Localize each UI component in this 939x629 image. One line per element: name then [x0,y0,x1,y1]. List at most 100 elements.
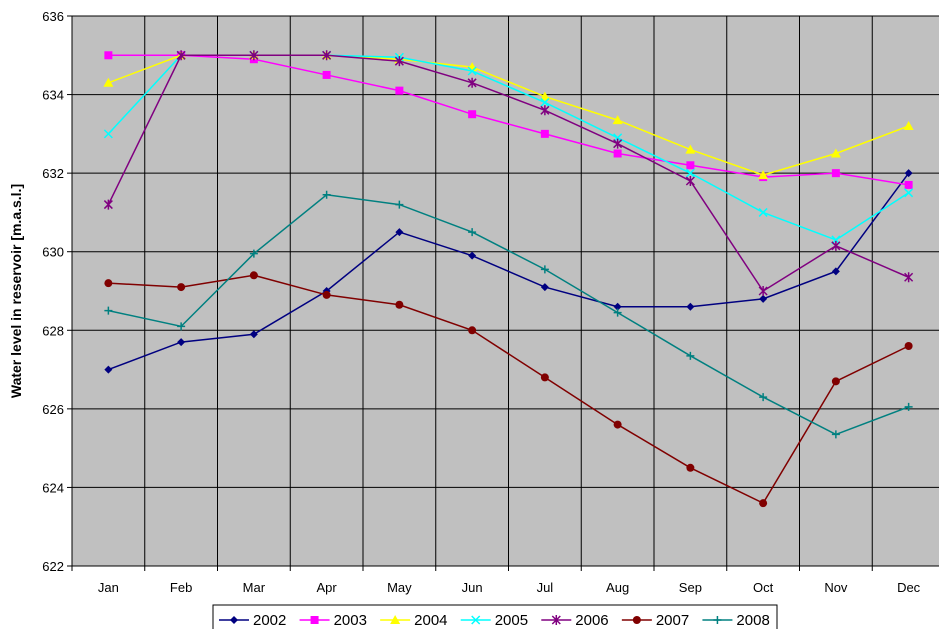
x-tick-label: Aug [606,580,629,595]
y-tick-label: 622 [42,559,64,574]
data-point-triangle [685,144,696,154]
data-point-plus [904,402,913,411]
y-tick-label: 636 [42,9,64,24]
legend-label: 2005 [495,612,528,629]
series-line-2006 [107,54,909,293]
y-tick-label: 632 [42,166,64,181]
y-tick-label: 624 [42,480,64,495]
data-point-star [322,50,332,61]
legend-item-2002: 2002 [219,612,286,629]
data-point-circle [468,326,477,335]
data-point-star [613,138,623,149]
data-point-square [613,149,622,158]
data-point-diamond [759,294,768,303]
x-tick-label: May [387,580,412,595]
legend-item-2008: 2008 [702,612,770,629]
data-point-plus [322,190,331,199]
y-axis-title: Water level in reservoir [m.a.s.l.] [8,184,24,398]
data-point-x [758,207,768,217]
legend: 2002 2003 2004 2005 2006 2007 2008 [212,604,778,629]
data-point-star [394,56,404,67]
data-point-x [685,168,695,178]
legend-label: 2003 [334,612,367,629]
series-line-2007 [108,274,909,505]
data-point-plus [177,322,186,331]
y-tick-label: 628 [42,323,64,338]
series-2008 [104,190,913,439]
data-point-circle [632,616,641,624]
data-point-triangle [903,121,914,130]
data-point-plus [540,265,549,274]
x-tick-label: Jul [537,580,554,595]
legend-label: 2002 [253,612,286,629]
data-point-square [310,616,319,624]
series-2002 [104,169,913,374]
x-tick-label: Nov [824,580,848,595]
legend-item-2005: 2005 [460,612,528,629]
x-tick-label: Dec [897,580,921,595]
data-point-star [249,50,259,61]
data-point-star [540,105,550,116]
series-line-2003 [108,54,909,186]
data-point-plus [759,393,768,402]
data-point-star [904,272,914,283]
data-point-circle [686,463,695,472]
legend-item-2006: 2006 [541,612,609,629]
data-point-diamond [177,338,186,347]
data-point-diamond [686,302,695,311]
series-line-2002 [108,172,910,371]
gridlines [72,15,939,567]
data-point-diamond [249,330,258,339]
data-point-plus [104,306,113,315]
legend-item-2003: 2003 [299,612,367,629]
data-point-star [831,240,841,251]
data-point-square [395,86,404,95]
data-point-x [103,129,113,139]
data-point-triangle [758,170,769,180]
legend-label: 2004 [414,612,447,629]
data-point-star [758,286,768,296]
data-point-diamond [468,251,477,260]
data-point-x [904,188,914,198]
series-line-2008 [108,193,909,436]
data-point-plus [613,308,622,317]
data-point-x [467,66,477,76]
y-tick-label: 626 [42,402,64,417]
x-tick-label: Apr [317,580,338,595]
x-tick-label: Oct [753,580,774,595]
data-point-circle [104,279,113,288]
series-2007 [104,271,913,508]
data-point-diamond [613,302,622,311]
x-tick-label: Mar [243,580,266,595]
legend-label: 2008 [736,612,769,629]
x-tick-label: Jan [98,580,119,595]
data-point-plus [468,228,477,237]
data-point-triangle [612,115,623,125]
data-point-plus [686,351,695,360]
legend-label: 2006 [575,612,608,629]
data-point-diamond [831,267,840,276]
data-point-x [540,97,550,107]
plot-area [72,16,939,566]
data-point-star [176,50,186,61]
data-point-circle [831,377,840,386]
y-tick-label: 634 [42,88,64,103]
data-point-square [104,51,113,60]
data-point-star [551,615,561,625]
data-point-star [685,176,695,186]
data-point-circle [322,290,331,299]
data-point-circle [395,300,404,309]
y-tick-label: 630 [42,245,64,260]
data-point-circle [759,499,768,508]
x-axis-tick-labels: Jan Feb Mar Apr May Jun Jul Aug Sep Oct Nov Dec [71,566,921,595]
y-axis-tick-labels: 622 624 626 628 630 632 634 636 [42,9,72,574]
data-point-square [686,161,695,170]
data-point-triangle [830,148,841,158]
x-tick-label: Feb [170,580,192,595]
data-point-diamond [230,616,238,624]
data-point-plus [249,249,258,258]
data-point-triangle [390,615,401,624]
data-point-diamond [395,228,404,237]
data-point-circle [540,373,549,382]
